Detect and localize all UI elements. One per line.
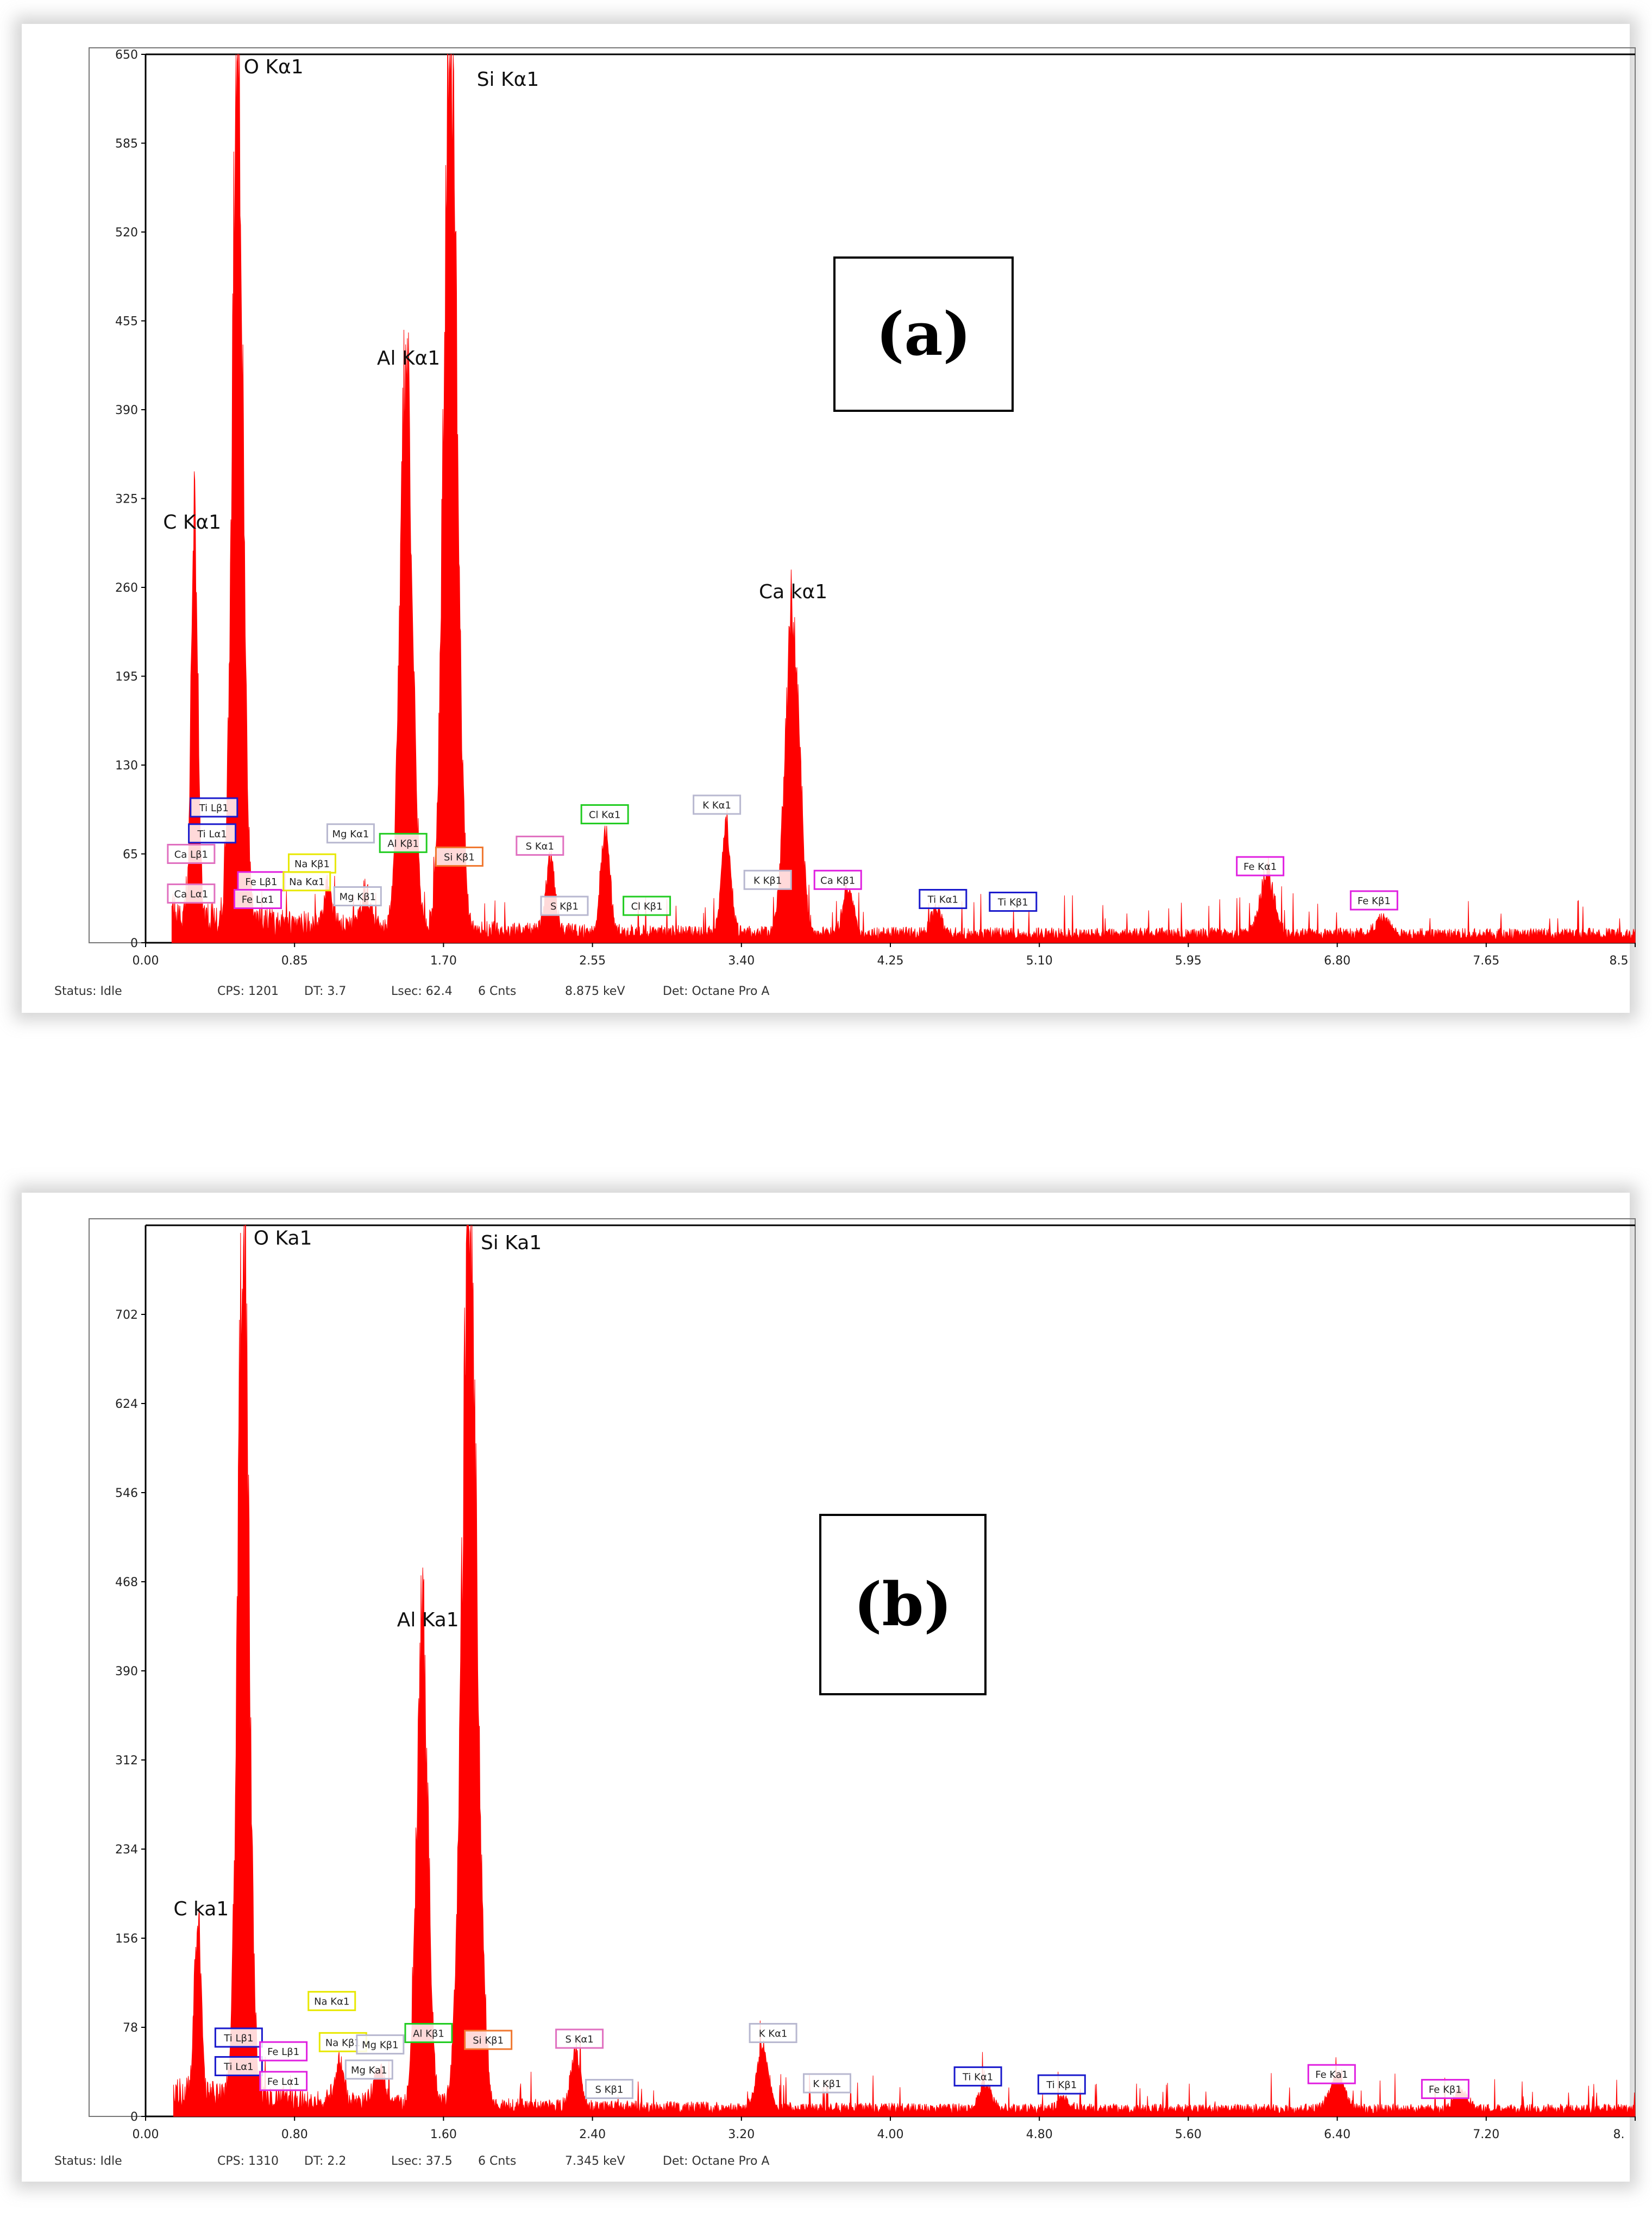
dt-readout: DT: 3.7 <box>304 985 347 998</box>
lsec-readout: Lsec: 62.4 <box>391 985 453 998</box>
kev-readout: 8.875 keV <box>565 985 625 998</box>
cps-readout: CPS: 1201 <box>217 985 279 998</box>
cps-readout: CPS: 1310 <box>217 2154 279 2168</box>
status-text: Status: Idle <box>54 2154 122 2168</box>
counts-readout: 6 Cnts <box>478 2154 517 2168</box>
status-text: Status: Idle <box>54 985 122 998</box>
detector-readout: Det: Octane Pro A <box>663 985 770 998</box>
detector-readout: Det: Octane Pro A <box>663 2154 770 2168</box>
panel-a-frame <box>22 24 1630 1013</box>
counts-readout: 6 Cnts <box>478 985 517 998</box>
kev-readout: 7.345 keV <box>565 2154 625 2168</box>
panel-b-frame <box>22 1193 1630 2182</box>
dt-readout: DT: 2.2 <box>304 2154 347 2168</box>
lsec-readout: Lsec: 37.5 <box>391 2154 453 2168</box>
